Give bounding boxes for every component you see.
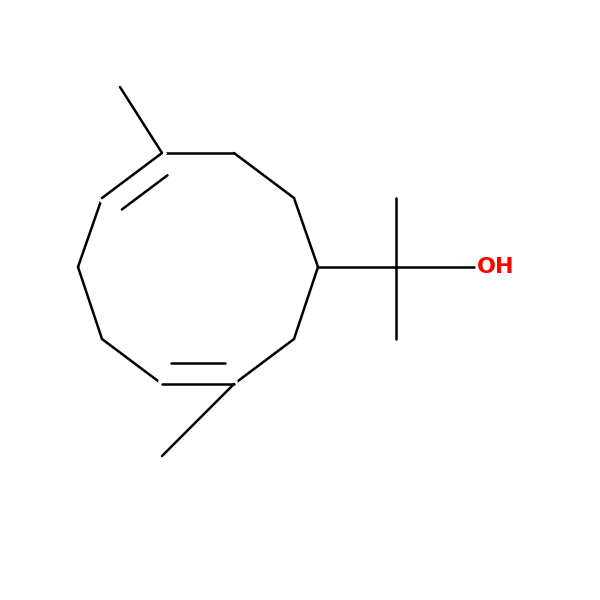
Text: OH: OH bbox=[477, 257, 515, 277]
